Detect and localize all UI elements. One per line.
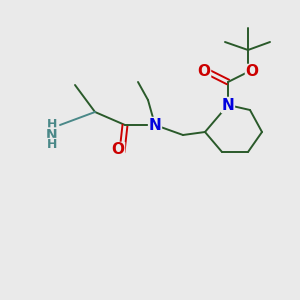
Text: H: H (47, 118, 57, 131)
Text: O: O (245, 64, 259, 80)
Text: N: N (46, 128, 58, 142)
Text: N: N (148, 118, 161, 133)
Text: O: O (197, 64, 211, 80)
Text: N: N (222, 98, 234, 112)
Text: O: O (112, 142, 124, 158)
Text: H: H (47, 139, 57, 152)
